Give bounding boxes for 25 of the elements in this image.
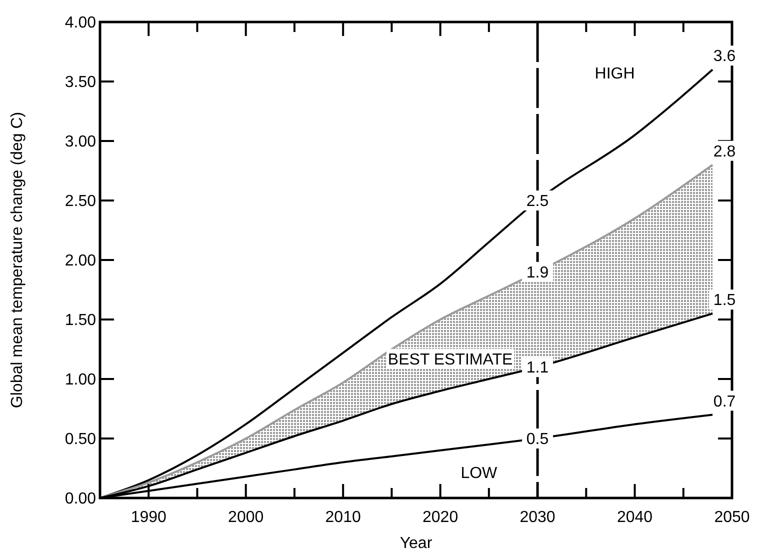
x-tick-label: 2040 (616, 509, 653, 526)
x-tick-label: 2010 (325, 509, 361, 526)
series-label: BEST ESTIMATE (388, 352, 513, 368)
y-tick-label: 0.50 (64, 431, 96, 448)
x-tick-label: 2020 (422, 509, 458, 526)
y-tick-label: 1.50 (64, 312, 96, 330)
data-label: 0.7 (713, 393, 736, 410)
x-tick-label: 1990 (130, 509, 167, 526)
x-tick-label: 2030 (520, 509, 556, 526)
y-tick-label: 4.00 (64, 14, 96, 32)
x-tick-label: 2000 (228, 509, 264, 526)
y-tick-label: 2.50 (64, 193, 96, 210)
data-label: 3.6 (713, 48, 736, 66)
y-tick-label: 1.00 (64, 372, 96, 389)
y-axis-title: Global mean temperature change (deg C) (9, 112, 26, 408)
data-label: 2.8 (713, 143, 736, 160)
series-label: LOW (460, 465, 498, 482)
y-tick-label: 3.50 (64, 74, 96, 92)
data-label: 1.5 (713, 292, 736, 310)
y-tick-label: 0.00 (64, 490, 96, 508)
x-axis-title: Year (400, 535, 433, 552)
x-tick-label: 2050 (714, 509, 750, 526)
y-tick-label: 2.00 (64, 252, 96, 270)
text: HIGH (594, 66, 635, 83)
y-tick-label: 3.00 (64, 134, 96, 151)
